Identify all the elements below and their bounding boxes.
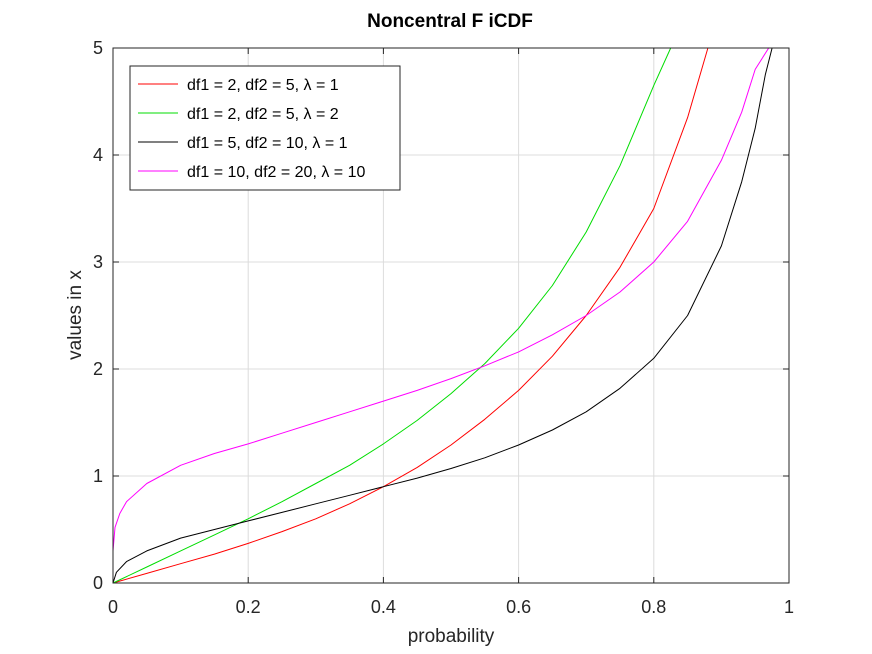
legend-label-1: df1 = 2, df2 = 5, λ = 1 [187, 77, 339, 94]
legend-label-4: df1 = 10, df2 = 20, λ = 10 [187, 164, 365, 181]
series-line-4 [112, 47, 770, 551]
x-tick-label: 0.4 [371, 597, 396, 617]
y-tick-label: 4 [93, 145, 103, 165]
legend: df1 = 2, df2 = 5, λ = 1 df1 = 2, df2 = 5,… [129, 65, 401, 191]
y-tick-label: 3 [93, 252, 103, 272]
series-line-1 [112, 47, 709, 584]
legend-label-2: df1 = 2, df2 = 5, λ = 2 [187, 106, 339, 123]
chart-title: Noncentral F iCDF [367, 11, 533, 32]
y-tick-label: 2 [93, 359, 103, 379]
series-line-2 [112, 47, 672, 584]
legend-label-3: df1 = 5, df2 = 10, λ = 1 [187, 135, 348, 152]
x-axis-label: probability [408, 626, 495, 647]
y-axis-label: values in x [65, 270, 86, 360]
x-tick-label: 0 [108, 597, 118, 617]
series-lines [112, 47, 773, 584]
y-tick-label: 5 [93, 38, 103, 58]
plot-frame [112, 47, 790, 584]
y-tick-label: 1 [93, 466, 103, 486]
x-tick-label: 0.2 [236, 597, 261, 617]
x-tick-label: 0.6 [506, 597, 531, 617]
x-tick-label: 0.8 [641, 597, 666, 617]
y-tick-label: 0 [93, 573, 103, 593]
legend-box [129, 65, 401, 191]
series-line-3 [112, 47, 773, 584]
x-tick-label: 1 [784, 597, 794, 617]
axis-ticks: 0 0.2 0.4 0.6 0.8 1 0 1 2 3 4 5 [93, 38, 794, 617]
